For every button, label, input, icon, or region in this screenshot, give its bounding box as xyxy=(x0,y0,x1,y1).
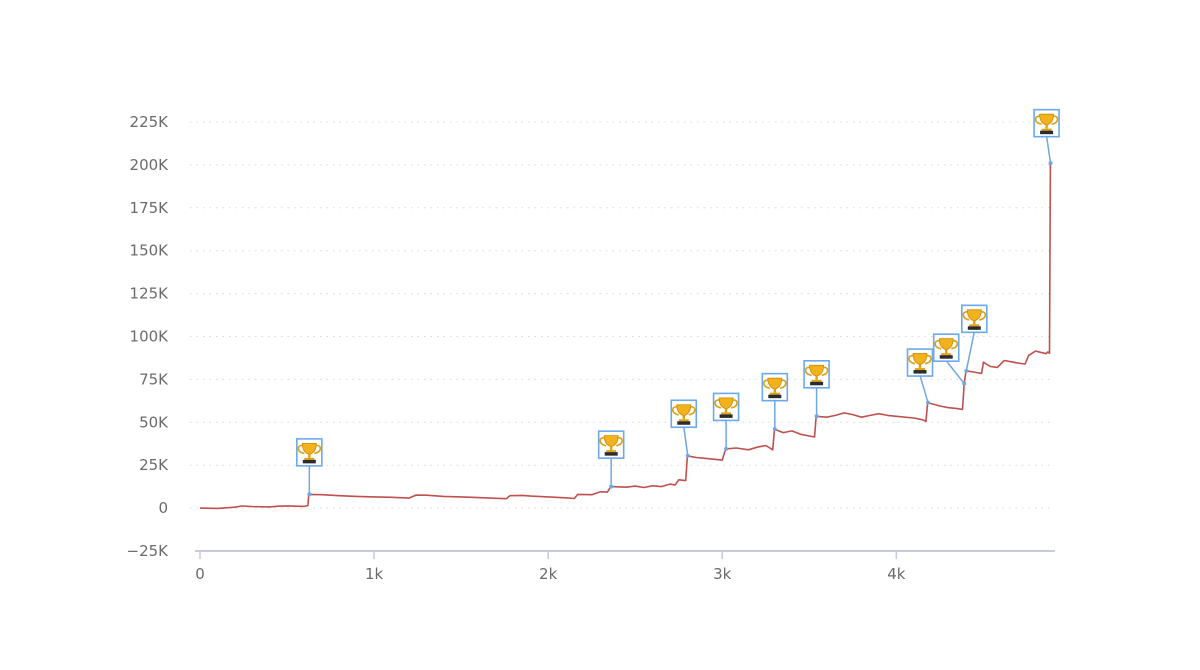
y-tick-label: 0 xyxy=(158,499,168,517)
y-tick-label: 25K xyxy=(139,456,169,474)
marker-point xyxy=(1048,161,1053,166)
trophy-marker[interactable] xyxy=(803,359,830,419)
trophy-icon xyxy=(908,353,932,374)
trophy-icon xyxy=(1034,113,1059,135)
y-tick-label: 50K xyxy=(139,413,169,431)
marker-pin xyxy=(683,426,689,456)
x-tick-label: 4k xyxy=(887,565,906,583)
trophy-icon xyxy=(599,435,623,456)
marker-point xyxy=(724,446,729,451)
grid xyxy=(190,121,1053,509)
marker-pin xyxy=(919,375,929,403)
marker-point xyxy=(962,381,967,386)
marker-point xyxy=(772,427,777,432)
marker-pin xyxy=(1045,136,1052,164)
y-tick-label: −25K xyxy=(127,542,170,560)
trophy-marker[interactable] xyxy=(906,348,934,405)
trophy-marker[interactable] xyxy=(597,430,625,489)
trophy-marker[interactable] xyxy=(961,304,988,373)
trophy-marker[interactable] xyxy=(296,438,323,497)
trophy-marker[interactable] xyxy=(712,392,740,451)
y-tick-label: 225K xyxy=(130,113,170,131)
x-tick-label: 2k xyxy=(539,565,558,583)
trophy-icon xyxy=(671,404,696,425)
x-tick-label: 0 xyxy=(195,565,205,583)
marker-point xyxy=(609,484,614,489)
trophy-marker[interactable] xyxy=(932,333,967,386)
marker-point xyxy=(685,453,690,458)
marker-pin xyxy=(965,331,976,371)
trophy-icon xyxy=(297,442,322,464)
trophy-icon xyxy=(714,397,738,418)
y-tick-label: 175K xyxy=(130,199,170,217)
trophy-markers xyxy=(296,108,1060,497)
trophy-marker[interactable] xyxy=(1033,108,1060,166)
marker-pin xyxy=(945,360,965,385)
marker-point xyxy=(814,414,819,419)
marker-point xyxy=(307,492,312,497)
x-tick-label: 1k xyxy=(365,565,384,583)
trophy-icon xyxy=(763,377,787,399)
marker-point xyxy=(926,400,931,405)
y-tick-label: 100K xyxy=(130,328,170,346)
trophy-icon xyxy=(934,338,959,359)
y-axis: −25K 0 25K 50K 75K 100K 125K 150K 175K 200K 225K xyxy=(127,113,170,560)
y-tick-label: 125K xyxy=(130,285,170,303)
x-axis: 0 1k 2k 3k 4k xyxy=(195,550,1055,583)
series-line-cumulative xyxy=(199,163,1052,510)
y-tick-label: 200K xyxy=(130,156,170,174)
y-tick-label: 75K xyxy=(139,370,169,388)
x-tick-label: 3k xyxy=(713,565,732,583)
trophy-icon xyxy=(962,309,987,330)
trophy-marker[interactable] xyxy=(761,372,789,432)
y-tick-label: 150K xyxy=(130,242,170,260)
marker-point xyxy=(964,368,969,373)
series-group xyxy=(199,163,1052,510)
trophy-icon xyxy=(804,364,829,386)
trophy-marker[interactable] xyxy=(670,399,698,458)
